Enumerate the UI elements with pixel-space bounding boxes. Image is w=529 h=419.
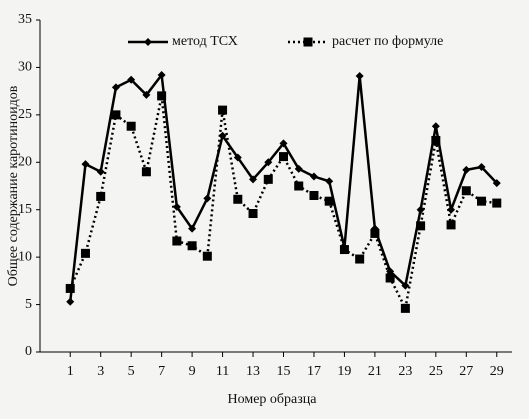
marker [462,165,471,174]
marker [65,283,75,293]
marker [218,105,228,115]
marker [157,91,167,101]
x-tick-label: 21 [368,364,382,379]
marker [111,83,120,92]
y-tick-label: 20 [18,155,32,170]
marker [111,110,121,120]
y-tick-label: 30 [18,60,32,75]
marker [477,196,487,206]
marker [279,152,288,162]
marker [279,139,288,148]
marker [477,163,486,172]
marker [370,228,380,238]
x-tick-label: 23 [398,364,412,379]
legend-label: метод ТСХ [172,34,238,49]
marker [324,196,334,206]
marker [355,254,365,264]
marker [81,160,90,169]
marker [66,297,75,306]
series-line [69,95,497,313]
marker [172,236,182,246]
marker [309,190,319,200]
y-tick-label: 35 [18,12,32,27]
marker [264,158,273,167]
x-tick-label: 5 [128,364,135,379]
marker [248,209,258,219]
marker [400,303,410,313]
marker [339,245,349,255]
y-tick-label: 10 [18,249,32,264]
marker [157,71,166,80]
x-tick-label: 7 [158,364,165,379]
y-tick-label: 5 [25,297,32,312]
marker [202,251,212,261]
marker [233,153,242,162]
x-tick-label: 3 [97,364,104,379]
x-tick-label: 13 [246,364,260,379]
marker [447,205,456,214]
legend-marker [303,37,313,47]
marker [431,122,440,131]
x-tick-label: 1 [67,364,74,379]
x-tick-label: 25 [429,364,443,379]
y-tick-label: 15 [18,202,32,217]
marker [218,131,227,140]
marker [431,135,441,145]
x-tick-label: 17 [307,364,321,379]
x-tick-label: 19 [337,364,351,379]
marker [385,273,395,283]
marker [325,177,334,186]
marker [401,281,410,290]
x-tick-label: 15 [277,364,291,379]
marker [126,121,136,131]
y-tick-label: 0 [25,344,32,359]
marker [141,167,151,177]
marker [263,174,273,184]
legend-marker [144,38,152,46]
x-tick-label: 9 [189,364,196,379]
marker [172,202,181,211]
legend-label: расчет по формуле [332,34,443,49]
x-tick-label: 29 [490,364,504,379]
y-axis-label: Общее содержание каротиноидов [6,85,21,286]
marker [249,175,258,184]
marker [187,241,197,251]
marker [80,248,90,258]
x-tick-label: 11 [216,364,229,379]
marker [203,194,212,203]
marker [461,186,471,196]
marker [492,198,502,208]
x-axis-label: Номер образца [228,392,318,407]
marker [294,181,304,191]
marker [492,179,501,188]
x-tick-label: 27 [459,364,473,379]
marker [188,224,197,233]
marker [127,75,136,84]
marker [416,221,426,231]
marker [142,90,151,99]
marker [355,71,364,80]
marker [96,191,106,201]
y-tick-label: 25 [18,107,32,122]
marker [309,172,318,181]
marker [233,194,243,204]
marker [294,164,303,173]
marker [96,167,105,176]
marker [446,220,456,230]
